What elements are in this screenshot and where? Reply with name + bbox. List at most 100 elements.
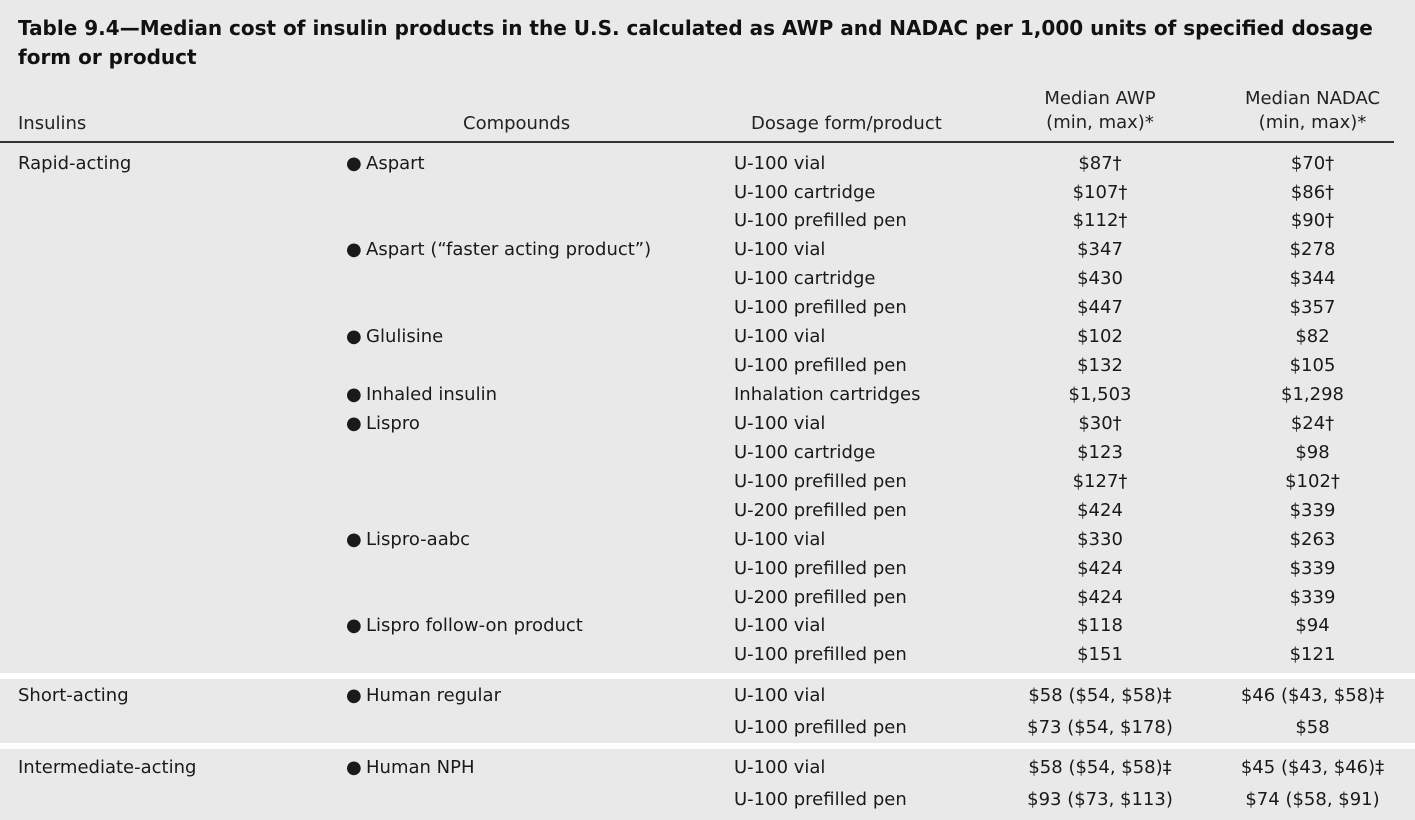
median-nadac: $58 xyxy=(1295,717,1330,738)
median-awp: $127† xyxy=(1072,471,1128,492)
compound-cell: ● Lispro xyxy=(346,409,420,438)
compound-cell: ● Aspart (“faster acting product”) xyxy=(346,235,651,264)
median-nadac: $82 xyxy=(1295,326,1330,347)
median-awp: $132 xyxy=(1077,355,1123,376)
bullet-icon: ● xyxy=(346,326,362,347)
dosage-form: U-100 prefilled pen xyxy=(734,558,907,579)
compound-cell: ● Human regular xyxy=(346,681,501,710)
table-row: U-100 prefilled pen $132 $105 xyxy=(0,351,1415,380)
table-row: Intermediate-acting ● Human NPH U-100 vial $… xyxy=(0,753,1415,782)
section-separator xyxy=(0,743,1415,749)
header-awp: Median AWP (min, max)* xyxy=(1015,87,1185,135)
table-row: ● Lispro follow-on product U-100 vial $118 $… xyxy=(0,611,1415,640)
table-row: U-200 prefilled pen $424 $339 xyxy=(0,496,1415,525)
header-dosage-form: Dosage form/product xyxy=(751,113,942,134)
median-nadac: $102† xyxy=(1285,471,1340,492)
compound-cell: ● Lispro-aabc xyxy=(346,525,470,554)
bullet-icon: ● xyxy=(346,685,362,706)
compound-name: Inhaled insulin xyxy=(366,384,497,405)
section-separator xyxy=(0,673,1415,679)
dosage-form: U-100 vial xyxy=(734,413,826,434)
median-nadac: $121 xyxy=(1289,644,1336,665)
dosage-form: U-100 vial xyxy=(734,685,826,706)
dosage-form: U-100 prefilled pen xyxy=(734,355,907,376)
insulin-class: Short-acting xyxy=(18,685,129,706)
median-nadac: $74 ($58, $91) xyxy=(1245,789,1380,810)
median-awp: $107† xyxy=(1072,182,1128,203)
compound-name: Lispro follow-on product xyxy=(366,615,583,636)
bullet-icon: ● xyxy=(346,757,362,778)
median-nadac: $339 xyxy=(1289,558,1336,579)
median-nadac: $339 xyxy=(1289,587,1336,608)
median-awp: $58 ($54, $58)‡ xyxy=(1028,757,1172,778)
table-title: Table 9.4—Median cost of insulin product… xyxy=(18,16,1373,69)
dosage-form: U-100 prefilled pen xyxy=(734,717,907,738)
median-awp: $102 xyxy=(1077,326,1123,347)
table-row: U-100 prefilled pen $127† $102† xyxy=(0,467,1415,496)
bullet-icon: ● xyxy=(346,615,362,636)
median-awp: $112† xyxy=(1072,210,1128,231)
compound-name: Aspart xyxy=(366,153,425,174)
median-nadac: $98 xyxy=(1295,442,1330,463)
dosage-form: U-100 prefilled pen xyxy=(734,471,907,492)
compound-name: Human NPH xyxy=(366,757,475,778)
median-nadac: $105 xyxy=(1289,355,1336,376)
median-nadac: $357 xyxy=(1289,297,1336,318)
compound-cell: ● Inhaled insulin xyxy=(346,380,497,409)
table-row: Short-acting ● Human regular U-100 vial $58 … xyxy=(0,681,1415,710)
insulin-class: Rapid-acting xyxy=(18,153,132,174)
header-nadac-line2: (min, max)* xyxy=(1258,112,1367,133)
table-row: ● Inhaled insulin Inhalation cartridges $1,… xyxy=(0,380,1415,409)
median-awp: $58 ($54, $58)‡ xyxy=(1028,685,1172,706)
dosage-form: U-100 vial xyxy=(734,326,826,347)
insulin-class: Intermediate-acting xyxy=(18,757,197,778)
header-awp-line1: Median AWP xyxy=(1044,88,1156,109)
dosage-form: Inhalation cartridges xyxy=(734,384,921,405)
median-awp: $118 xyxy=(1077,615,1123,636)
dosage-form: U-100 cartridge xyxy=(734,268,876,289)
dosage-form: U-100 prefilled pen xyxy=(734,210,907,231)
bullet-icon: ● xyxy=(346,529,362,550)
dosage-form: U-100 vial xyxy=(734,529,826,550)
header-nadac: Median NADAC (min, max)* xyxy=(1225,87,1400,135)
median-nadac: $90† xyxy=(1290,210,1335,231)
compound-name: Lispro xyxy=(366,413,420,434)
median-awp: $73 ($54, $178) xyxy=(1027,717,1173,738)
table-row: U-100 prefilled pen $447 $357 xyxy=(0,293,1415,322)
median-nadac: $45 ($43, $46)‡ xyxy=(1240,757,1385,778)
median-nadac: $344 xyxy=(1289,268,1336,289)
median-awp: $330 xyxy=(1077,529,1123,550)
median-nadac: $46 ($43, $58)‡ xyxy=(1240,685,1385,706)
table-row: U-100 cartridge $107† $86† xyxy=(0,178,1415,207)
dosage-form: U-200 prefilled pen xyxy=(734,500,907,521)
table-row: U-100 cartridge $430 $344 xyxy=(0,264,1415,293)
dosage-form: U-100 vial xyxy=(734,615,826,636)
dosage-form: U-100 vial xyxy=(734,153,826,174)
dosage-form: U-200 prefilled pen xyxy=(734,587,907,608)
median-awp: $30† xyxy=(1078,413,1122,434)
table-row: U-100 cartridge $123 $98 xyxy=(0,438,1415,467)
table-row: ● Lispro U-100 vial $30† $24† xyxy=(0,409,1415,438)
bullet-icon: ● xyxy=(346,384,362,405)
table-row: ● Glulisine U-100 vial $102 $82 xyxy=(0,322,1415,351)
table-row: ● Aspart (“faster acting product”) U-100 v… xyxy=(0,235,1415,264)
median-nadac: $94 xyxy=(1295,615,1330,636)
header-compounds: Compounds xyxy=(463,113,571,134)
table-row: U-200 prefilled pen $424 $339 xyxy=(0,583,1415,612)
median-awp: $424 xyxy=(1077,558,1123,579)
table-row: U-100 prefilled pen $151 $121 xyxy=(0,640,1415,669)
bullet-icon: ● xyxy=(346,153,362,174)
compound-name: Glulisine xyxy=(366,326,444,347)
bullet-icon: ● xyxy=(346,239,362,260)
header-insulins: Insulins xyxy=(18,113,87,134)
median-awp: $123 xyxy=(1077,442,1123,463)
header-rule xyxy=(0,141,1394,143)
median-nadac: $339 xyxy=(1289,500,1336,521)
median-nadac: $24† xyxy=(1290,413,1335,434)
compound-cell: ● Human NPH xyxy=(346,753,475,782)
median-nadac: $70† xyxy=(1290,153,1335,174)
median-awp: $447 xyxy=(1077,297,1123,318)
dosage-form: U-100 prefilled pen xyxy=(734,789,907,810)
median-awp: $87† xyxy=(1078,153,1122,174)
dosage-form: U-100 prefilled pen xyxy=(734,644,907,665)
